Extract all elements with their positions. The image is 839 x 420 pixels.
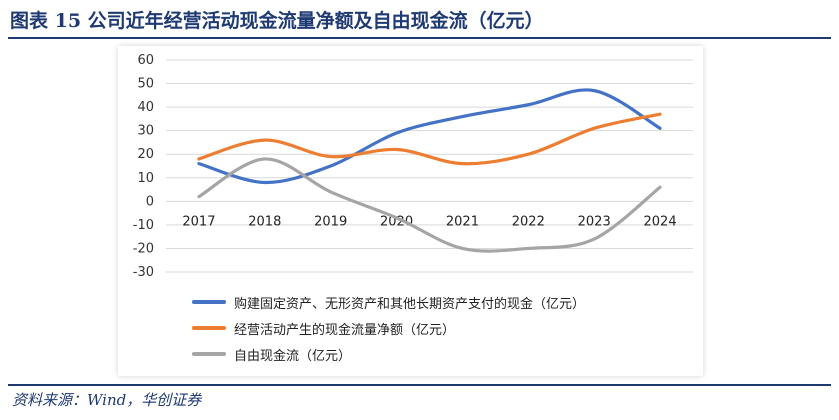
x-tick-label: 2018 [248,214,281,229]
figure-title: 图表 15 公司近年经营活动现金流量净额及自由现金流（亿元） [10,10,544,32]
line-chart: 60 50 40 30 20 10 0 -10 -20 -30 2017 2018 2019 2020 20… [133,53,693,280]
y-tick-label: 60 [137,53,154,68]
y-tick-label: 20 [137,147,154,162]
x-tick-label: 2021 [446,214,479,229]
figure-header: 图表 15 公司近年经营活动现金流量净额及自由现金流（亿元） [0,0,839,39]
y-tick-label: 50 [137,77,154,92]
legend-swatch-free-cash-flow [192,352,226,356]
legend-item-free-cash-flow: 自由现金流（亿元） [192,341,692,367]
series-line-operating-cash-flow [197,112,662,166]
x-tick-label: 2020 [380,214,413,229]
chart-panel: 60 50 40 30 20 10 0 -10 -20 -30 2017 2018 2019 2020 20… [118,46,703,376]
x-tick-label: 2023 [578,214,611,229]
legend-label-capex: 购建固定资产、无形资产和其他长期资产支付的现金（亿元） [234,296,586,312]
y-tick-label: 10 [137,171,154,186]
x-tick-label: 2017 [182,214,215,229]
series-line-capex [197,88,662,185]
y-tick-label: -20 [133,241,154,256]
y-tick-label: 30 [137,124,154,139]
y-tick-label: 0 [146,194,154,209]
y-tick-label: 40 [137,100,154,115]
x-tick-label: 2024 [644,214,677,229]
legend-swatch-operating-cash-flow [192,326,226,330]
legend-item-capex: 购建固定资产、无形资产和其他长期资产支付的现金（亿元） [192,289,692,315]
title-divider [8,37,831,39]
legend-label-free-cash-flow: 自由现金流（亿元） [234,348,352,364]
legend-swatch-capex [192,300,226,304]
x-tick-label: 2022 [512,214,545,229]
footer-divider [8,384,831,386]
chart-legend: 购建固定资产、无形资产和其他长期资产支付的现金（亿元） 经营活动产生的现金流量净… [192,289,692,367]
series-line-free-cash-flow [197,157,662,253]
legend-label-operating-cash-flow: 经营活动产生的现金流量净额（亿元） [234,322,456,338]
source-note: 资料来源：Wind，华创证券 [12,391,202,409]
y-tick-label: -10 [133,218,154,233]
legend-item-operating-cash-flow: 经营活动产生的现金流量净额（亿元） [192,315,692,341]
y-tick-label: -30 [133,265,154,280]
x-tick-label: 2019 [314,214,347,229]
